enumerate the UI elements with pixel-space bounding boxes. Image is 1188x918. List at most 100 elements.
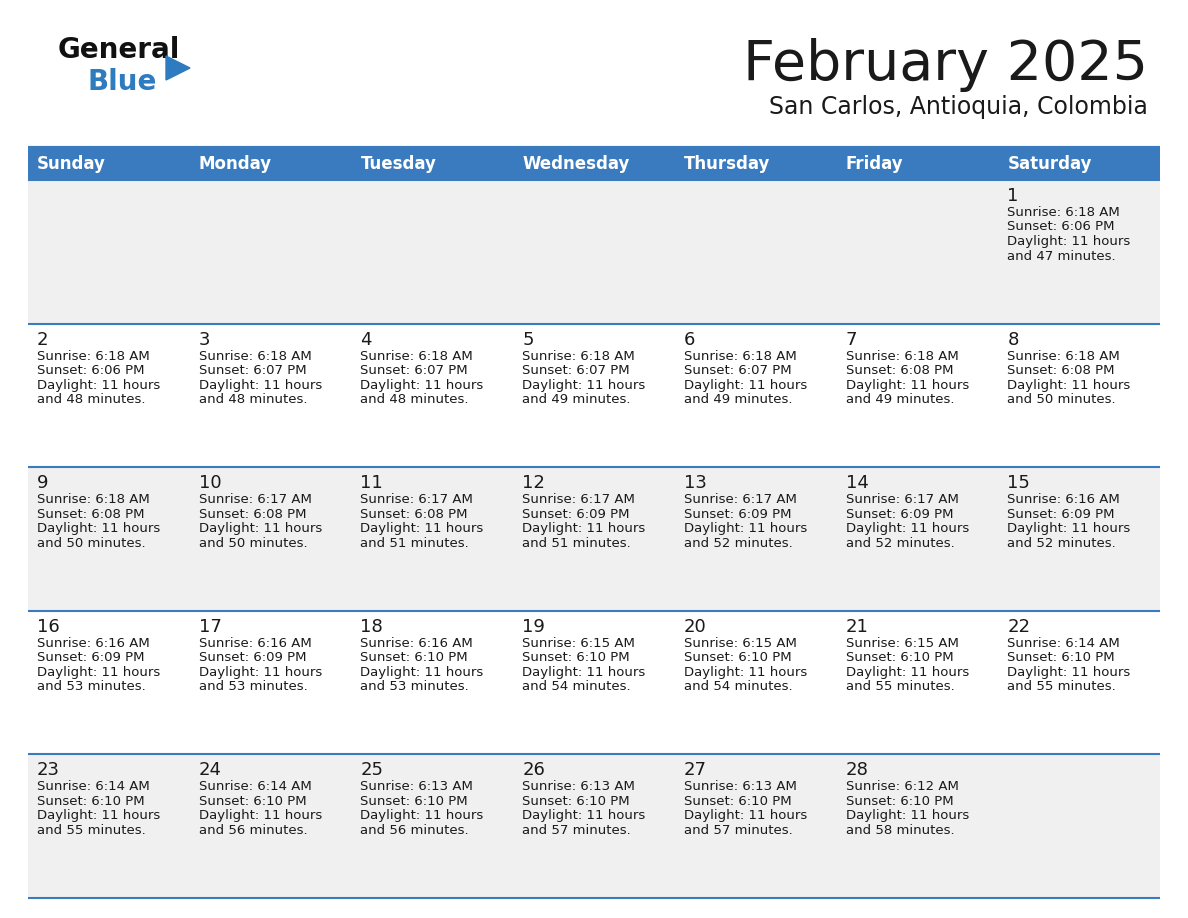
Text: Sunrise: 6:18 AM: Sunrise: 6:18 AM [523, 350, 634, 363]
Text: and 53 minutes.: and 53 minutes. [360, 680, 469, 693]
Text: Daylight: 11 hours: Daylight: 11 hours [1007, 522, 1131, 535]
Text: Sunrise: 6:18 AM: Sunrise: 6:18 AM [37, 493, 150, 506]
Text: and 55 minutes.: and 55 minutes. [37, 823, 146, 837]
Text: February 2025: February 2025 [742, 38, 1148, 92]
Text: 15: 15 [1007, 475, 1030, 492]
Text: Daylight: 11 hours: Daylight: 11 hours [523, 810, 645, 823]
Text: Sunrise: 6:15 AM: Sunrise: 6:15 AM [523, 637, 636, 650]
Text: Sunrise: 6:18 AM: Sunrise: 6:18 AM [360, 350, 473, 363]
Text: Daylight: 11 hours: Daylight: 11 hours [360, 810, 484, 823]
Text: 19: 19 [523, 618, 545, 636]
Text: 24: 24 [198, 761, 222, 779]
Text: Sunset: 6:08 PM: Sunset: 6:08 PM [37, 508, 145, 521]
Text: and 48 minutes.: and 48 minutes. [37, 393, 145, 406]
Text: 28: 28 [846, 761, 868, 779]
Text: Friday: Friday [846, 155, 903, 173]
Text: 2: 2 [37, 330, 49, 349]
Text: and 53 minutes.: and 53 minutes. [37, 680, 146, 693]
Text: Sunrise: 6:16 AM: Sunrise: 6:16 AM [37, 637, 150, 650]
Text: 5: 5 [523, 330, 533, 349]
Text: Sunset: 6:10 PM: Sunset: 6:10 PM [360, 651, 468, 665]
Text: Sunset: 6:10 PM: Sunset: 6:10 PM [198, 795, 307, 808]
Text: and 50 minutes.: and 50 minutes. [198, 537, 308, 550]
Text: Sunset: 6:07 PM: Sunset: 6:07 PM [523, 364, 630, 377]
Text: Daylight: 11 hours: Daylight: 11 hours [37, 666, 160, 678]
Bar [29, 610, 1159, 755]
Text: and 53 minutes.: and 53 minutes. [198, 680, 308, 693]
Bar [29, 467, 1159, 610]
Text: Sunset: 6:10 PM: Sunset: 6:10 PM [684, 795, 791, 808]
Bar [29, 324, 1159, 467]
Text: Daylight: 11 hours: Daylight: 11 hours [846, 666, 969, 678]
Text: and 49 minutes.: and 49 minutes. [846, 393, 954, 406]
Bar [29, 180, 1159, 324]
Text: 14: 14 [846, 475, 868, 492]
Text: Sunset: 6:08 PM: Sunset: 6:08 PM [846, 364, 953, 377]
Text: Wednesday: Wednesday [523, 155, 630, 173]
Text: Sunset: 6:09 PM: Sunset: 6:09 PM [1007, 508, 1114, 521]
Text: Daylight: 11 hours: Daylight: 11 hours [523, 378, 645, 392]
Text: 26: 26 [523, 761, 545, 779]
Text: 20: 20 [684, 618, 707, 636]
Text: Tuesday: Tuesday [360, 155, 436, 173]
Text: Daylight: 11 hours: Daylight: 11 hours [1007, 235, 1131, 248]
Text: Sunrise: 6:12 AM: Sunrise: 6:12 AM [846, 780, 959, 793]
Text: Daylight: 11 hours: Daylight: 11 hours [523, 666, 645, 678]
Text: and 52 minutes.: and 52 minutes. [684, 537, 792, 550]
Text: Daylight: 11 hours: Daylight: 11 hours [198, 666, 322, 678]
Text: 18: 18 [360, 618, 384, 636]
Text: Sunset: 6:08 PM: Sunset: 6:08 PM [1007, 364, 1114, 377]
Text: Sunrise: 6:17 AM: Sunrise: 6:17 AM [523, 493, 636, 506]
Text: Sunset: 6:10 PM: Sunset: 6:10 PM [684, 651, 791, 665]
Text: Sunset: 6:09 PM: Sunset: 6:09 PM [37, 651, 145, 665]
Text: 23: 23 [37, 761, 61, 779]
Text: Daylight: 11 hours: Daylight: 11 hours [198, 378, 322, 392]
Text: and 57 minutes.: and 57 minutes. [523, 823, 631, 837]
Text: Sunrise: 6:14 AM: Sunrise: 6:14 AM [198, 780, 311, 793]
Text: Sunrise: 6:18 AM: Sunrise: 6:18 AM [846, 350, 959, 363]
Text: Sunset: 6:07 PM: Sunset: 6:07 PM [684, 364, 791, 377]
Text: 11: 11 [360, 475, 384, 492]
Text: Sunset: 6:10 PM: Sunset: 6:10 PM [846, 651, 953, 665]
Text: and 51 minutes.: and 51 minutes. [360, 537, 469, 550]
Text: Sunrise: 6:13 AM: Sunrise: 6:13 AM [684, 780, 797, 793]
Text: Sunset: 6:06 PM: Sunset: 6:06 PM [1007, 220, 1114, 233]
Text: Sunrise: 6:16 AM: Sunrise: 6:16 AM [1007, 493, 1120, 506]
Text: Daylight: 11 hours: Daylight: 11 hours [37, 810, 160, 823]
Bar [836, 148, 998, 180]
Text: Daylight: 11 hours: Daylight: 11 hours [198, 810, 322, 823]
Text: and 47 minutes.: and 47 minutes. [1007, 250, 1116, 263]
Text: Daylight: 11 hours: Daylight: 11 hours [360, 666, 484, 678]
Text: Thursday: Thursday [684, 155, 770, 173]
Text: Daylight: 11 hours: Daylight: 11 hours [360, 522, 484, 535]
Text: Daylight: 11 hours: Daylight: 11 hours [684, 666, 807, 678]
Text: and 48 minutes.: and 48 minutes. [198, 393, 308, 406]
Text: and 55 minutes.: and 55 minutes. [1007, 680, 1116, 693]
Text: Daylight: 11 hours: Daylight: 11 hours [846, 522, 969, 535]
Text: 3: 3 [198, 330, 210, 349]
Text: Daylight: 11 hours: Daylight: 11 hours [684, 810, 807, 823]
Bar [998, 148, 1159, 180]
Text: Sunset: 6:10 PM: Sunset: 6:10 PM [523, 795, 630, 808]
Text: and 48 minutes.: and 48 minutes. [360, 393, 469, 406]
Text: Sunset: 6:10 PM: Sunset: 6:10 PM [37, 795, 145, 808]
Text: Sunset: 6:08 PM: Sunset: 6:08 PM [360, 508, 468, 521]
Bar [675, 148, 836, 180]
Text: Sunset: 6:07 PM: Sunset: 6:07 PM [360, 364, 468, 377]
Text: and 54 minutes.: and 54 minutes. [523, 680, 631, 693]
Text: 12: 12 [523, 475, 545, 492]
Text: Sunrise: 6:16 AM: Sunrise: 6:16 AM [360, 637, 473, 650]
Text: 13: 13 [684, 475, 707, 492]
Text: Daylight: 11 hours: Daylight: 11 hours [37, 522, 160, 535]
Text: Daylight: 11 hours: Daylight: 11 hours [360, 378, 484, 392]
Text: Sunrise: 6:18 AM: Sunrise: 6:18 AM [1007, 206, 1120, 219]
Text: Blue: Blue [88, 68, 157, 96]
Text: and 49 minutes.: and 49 minutes. [684, 393, 792, 406]
Text: 8: 8 [1007, 330, 1018, 349]
Text: Sunset: 6:10 PM: Sunset: 6:10 PM [360, 795, 468, 808]
Text: Sunrise: 6:15 AM: Sunrise: 6:15 AM [846, 637, 959, 650]
Text: 17: 17 [198, 618, 222, 636]
Bar [513, 148, 675, 180]
Text: and 54 minutes.: and 54 minutes. [684, 680, 792, 693]
Text: and 58 minutes.: and 58 minutes. [846, 823, 954, 837]
